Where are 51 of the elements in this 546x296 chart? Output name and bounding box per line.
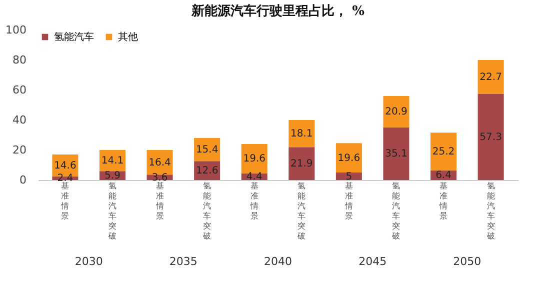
data-label: 5.9 <box>104 170 120 182</box>
chart-title: 新能源汽车行驶里程占比， % <box>190 3 366 19</box>
data-label: 6.4 <box>436 170 452 182</box>
bar <box>383 96 410 128</box>
bar <box>288 147 315 180</box>
text: 2050 <box>453 255 482 268</box>
data-label: 25.2 <box>432 146 455 158</box>
x-tick-label: 氢能汽车突破 <box>202 182 212 240</box>
data-label: 15.4 <box>196 144 218 156</box>
data-label: 19.6 <box>243 154 266 165</box>
data-label: 12.6 <box>196 166 218 177</box>
y-tick-label: 0 <box>20 174 26 186</box>
data-label: 16.4 <box>148 157 171 168</box>
y-tick-label: 60 <box>12 84 26 96</box>
bar <box>430 132 457 170</box>
y-tick-label: 40 <box>12 114 26 126</box>
x-tick-label: 氢能汽车突破 <box>107 182 116 240</box>
x-tick-label: 基准情景 <box>249 182 258 220</box>
data-label: 19.6 <box>338 152 360 164</box>
data-label: 5 <box>346 171 352 182</box>
bar <box>336 143 362 172</box>
data-label: 57.3 <box>480 132 502 144</box>
text: 2030 <box>74 255 103 268</box>
text: 2035 <box>169 255 198 268</box>
text: 2045 <box>358 255 387 268</box>
x-tick-label: 氢能汽车突破 <box>391 182 400 240</box>
x-tick-label: 基准情景 <box>344 182 353 220</box>
legend-label: 其他 <box>118 31 138 43</box>
x-tick-label: 氢能汽车突破 <box>486 182 495 240</box>
bar <box>478 60 504 94</box>
y-tick-label: 20 <box>12 144 26 156</box>
legend-label: 氢能汽车 <box>54 31 94 43</box>
data-label: 14.6 <box>54 160 76 172</box>
bar <box>241 144 268 174</box>
x-tick-label: 基准情景 <box>154 182 164 220</box>
x-tick-label: 基准情景 <box>60 182 70 220</box>
bar <box>288 120 315 148</box>
data-label: 21.9 <box>290 158 313 170</box>
bar <box>478 94 504 180</box>
y-tick-label: 80 <box>12 54 26 66</box>
bar <box>383 127 410 180</box>
x-tick-label: 基准情景 <box>438 182 448 220</box>
y-tick-label: 100 <box>6 24 26 36</box>
text: 2040 <box>264 255 292 268</box>
data-label: 20.9 <box>385 106 408 118</box>
x-tick-label: 氢能汽车突破 <box>296 182 306 240</box>
data-label: 22.7 <box>480 72 502 84</box>
data-label: 14.1 <box>101 156 124 167</box>
data-label: 18.1 <box>290 128 313 140</box>
data-label: 35.1 <box>385 148 408 160</box>
data-label: 4.4 <box>246 172 262 183</box>
